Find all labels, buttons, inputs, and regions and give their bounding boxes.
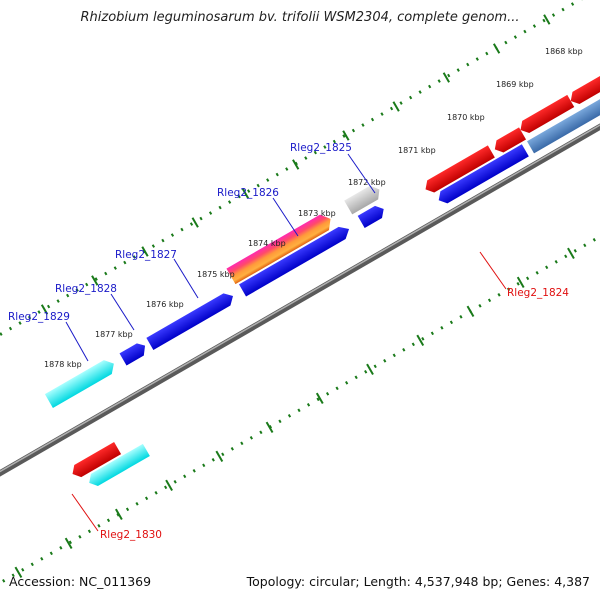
gene-rleg2-1827[interactable] (146, 290, 236, 351)
tick-label: 1876 kbp (146, 300, 184, 309)
gene-rleg2-1830[interactable] (69, 441, 122, 480)
ruler-major-tick (543, 14, 551, 25)
ruler-major-tick (165, 479, 173, 491)
ruler-major-tick (115, 508, 123, 520)
ruler-major-tick (567, 247, 575, 259)
gene-rleg2-1825[interactable] (357, 203, 388, 229)
forward-genes (44, 183, 388, 409)
outer-ruler-dots (0, 0, 600, 408)
ruler-labels: 1868 kbp 1869 kbp 1870 kbp 1871 kbp 1872… (44, 47, 583, 369)
gene-rleg2-1826-feature[interactable] (226, 211, 335, 285)
gene-rleg2-1829-rna[interactable] (44, 357, 118, 409)
tick-label: 1868 kbp (545, 47, 583, 56)
tick-label: 1877 kbp (95, 330, 133, 339)
ruler-major-tick (466, 305, 475, 317)
ruler-major-tick (292, 159, 300, 170)
ruler-major-tick (141, 246, 149, 257)
ruler-major-tick (392, 101, 400, 112)
gene-steel[interactable] (527, 79, 600, 154)
genome-summary-text: Topology: circular; Length: 4,537,948 bp… (246, 574, 590, 589)
ruler-major-tick (241, 188, 250, 199)
reverse-genes (69, 61, 600, 489)
gene-red-d[interactable] (567, 61, 600, 107)
outer-ruler-ticks (40, 14, 551, 315)
gene-rleg2-1826[interactable] (239, 223, 353, 297)
ruler-major-tick (191, 217, 199, 228)
ruler-major-tick (416, 334, 425, 346)
label-rleg2-1826[interactable]: Rleg2_1826 (217, 187, 299, 237)
genome-backbone-highlight (0, 78, 600, 520)
gene-label-text: Rleg2_1830 (100, 529, 162, 541)
ruler-major-tick (64, 537, 73, 549)
gene-label-text: Rleg2_1829 (8, 311, 70, 323)
tick-label: 1870 kbp (447, 113, 485, 122)
ruler-major-tick (91, 275, 99, 286)
ruler-major-tick (215, 450, 224, 462)
gene-red-b[interactable] (491, 127, 527, 155)
gene-rleg2-1824[interactable] (422, 145, 495, 195)
gene-label-text: Rleg2_1828 (55, 283, 117, 295)
gene-label-text: Rleg2_1827 (115, 249, 177, 261)
tick-label: 1875 kbp (197, 270, 235, 279)
label-rleg2-1829[interactable]: Rleg2_1829 (8, 311, 89, 362)
map-title: Rhizobium leguminosarum bv. trifolii WSM… (80, 10, 520, 25)
tick-label: 1874 kbp (248, 239, 286, 248)
ruler-major-tick (40, 304, 49, 315)
ruler-major-tick (366, 363, 374, 375)
ruler-major-tick (315, 392, 324, 404)
label-rleg2-1824[interactable]: Rleg2_1824 (479, 251, 569, 299)
gene-rleg2-1830-rna[interactable] (86, 443, 150, 489)
ruler-major-tick (442, 72, 450, 83)
tick-label: 1873 kbp (298, 209, 336, 218)
tick-label: 1869 kbp (496, 80, 534, 89)
gene-rleg2-1828[interactable] (119, 340, 150, 366)
ruler-major-tick (14, 566, 23, 578)
ruler-major-tick (492, 43, 501, 54)
inner-ruler-ticks (14, 247, 575, 578)
accession-text: Accession: NC_011369 (9, 574, 152, 589)
tick-label: 1878 kbp (44, 360, 82, 369)
label-rleg2-1828[interactable]: Rleg2_1828 (55, 283, 135, 331)
tick-label: 1872 kbp (348, 178, 386, 187)
ruler-major-tick (265, 421, 274, 433)
gene-label-text: Rleg2_1826 (217, 187, 279, 199)
gene-rleg2-1825-pseudo[interactable] (344, 183, 383, 215)
gene-rleg2-1824-blue[interactable] (435, 144, 529, 206)
gene-label-text: Rleg2_1824 (507, 287, 569, 299)
gene-red-c[interactable] (517, 94, 575, 136)
label-rleg2-1825[interactable]: Rleg2_1825 (290, 142, 376, 194)
gene-label-text: Rleg2_1825 (290, 142, 352, 154)
tick-label: 1871 kbp (398, 146, 436, 155)
ruler-major-tick (342, 130, 350, 141)
ruler-major-tick (516, 276, 525, 288)
genome-backbone (0, 77, 600, 523)
label-rleg2-1830[interactable]: Rleg2_1830 (71, 493, 162, 541)
label-rleg2-1827[interactable]: Rleg2_1827 (115, 249, 199, 299)
gene-labels: Rleg2_1825 Rleg2_1826 Rleg2_1827 Rleg2_1… (8, 142, 569, 541)
